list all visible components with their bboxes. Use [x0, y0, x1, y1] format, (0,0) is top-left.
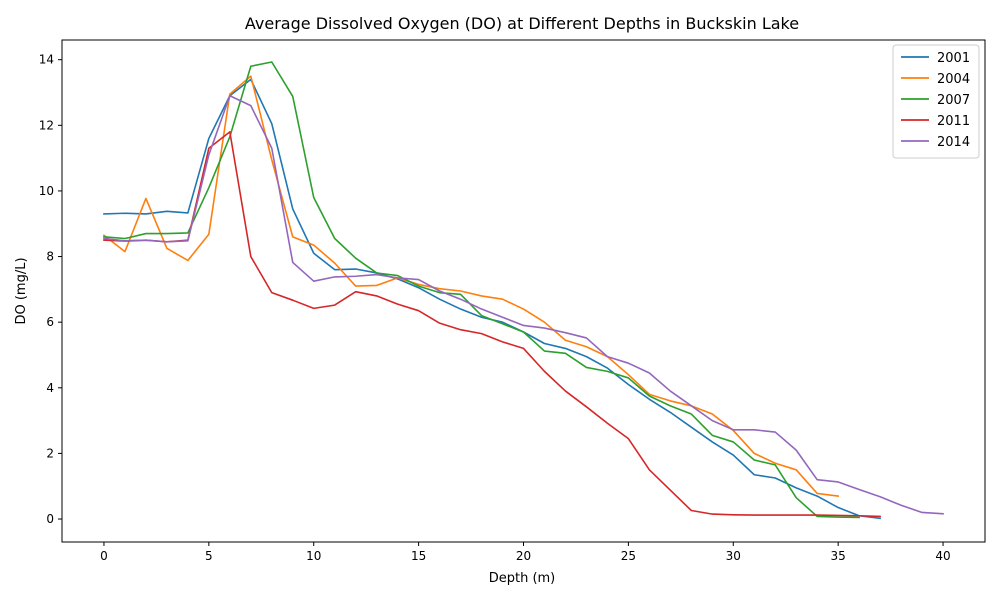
y-tick-label: 0: [46, 512, 54, 526]
x-tick-label: 40: [935, 549, 950, 563]
x-tick-label: 35: [831, 549, 846, 563]
legend-frame: [892, 44, 980, 159]
x-tick-label: 5: [205, 549, 213, 563]
series-line-2011: [103, 131, 881, 518]
y-tick-label: 10: [39, 184, 54, 198]
series-line-2014: [103, 94, 944, 515]
y-tick-label: 14: [39, 53, 54, 67]
x-tick-label: 0: [100, 549, 108, 563]
series-line-2007: [103, 61, 860, 519]
x-axis: 0 5 10 15 20 25 30 35 40: [100, 542, 951, 563]
x-tick-label: 15: [411, 549, 426, 563]
series-line-2001: [103, 78, 882, 520]
y-tick-label: 12: [39, 118, 54, 132]
y-tick-label: 6: [46, 315, 54, 329]
legend: 2001 2004 2007 2011 2014: [892, 44, 980, 159]
legend-label-2004: 2004: [937, 72, 970, 87]
x-tick-label: 10: [306, 549, 321, 563]
plot-frame: [61, 39, 986, 543]
chart-title: Average Dissolved Oxygen (DO) at Differe…: [245, 14, 799, 33]
y-axis-label: DO (mg/L): [14, 257, 29, 324]
plot-area: [102, 61, 944, 520]
legend-label-2007: 2007: [937, 93, 970, 108]
legend-label-2011: 2011: [937, 114, 970, 129]
series-line-2004: [102, 75, 840, 497]
legend-label-2014: 2014: [937, 135, 970, 150]
x-tick-label: 30: [726, 549, 741, 563]
y-tick-label: 4: [46, 381, 54, 395]
x-tick-label: 25: [621, 549, 636, 563]
x-tick-label: 20: [516, 549, 531, 563]
x-axis-label: Depth (m): [489, 571, 556, 586]
y-tick-label: 2: [46, 446, 54, 460]
y-tick-label: 8: [46, 250, 54, 264]
y-axis: 0 2 4 6 8 10 12 14: [39, 53, 62, 526]
legend-label-2001: 2001: [937, 51, 970, 66]
